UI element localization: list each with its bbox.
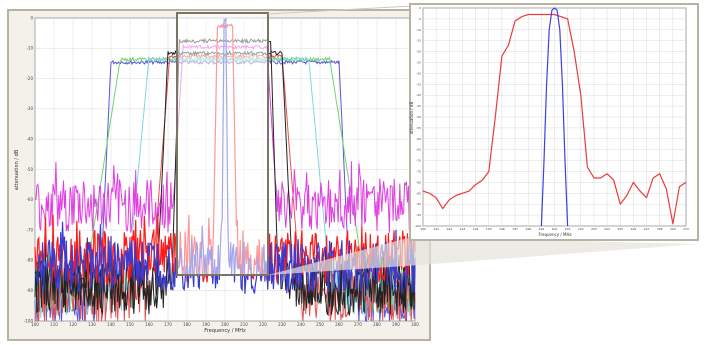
inset-x-tick-label: 194 [473, 227, 479, 231]
main-y-tick-label: -90 [26, 288, 33, 293]
inset-y-axis-label: attenuation / dB [409, 102, 414, 135]
main-y-tick-label: 0 [30, 15, 33, 20]
inset-x-tick-label: 191 [433, 227, 439, 231]
inset-x-tick-label: 190 [420, 227, 426, 231]
main-y-tick-label: -80 [26, 258, 33, 263]
main-x-tick-label: 290 [392, 322, 400, 327]
inset-y-tick-label: -30 [416, 71, 421, 75]
main-y-tick-label: -100 [24, 318, 34, 323]
inset-y-tick-label: -35 [416, 82, 421, 86]
main-y-tick-label: -50 [26, 167, 33, 172]
main-y-tick-label: -40 [26, 137, 33, 142]
inset-x-tick-label: 207 [644, 227, 650, 231]
inset-y-tick-label: -15 [416, 39, 421, 43]
inset-y-tick-label: -85 [416, 191, 421, 195]
inset-y-tick-label: -100 [414, 224, 421, 228]
main-y-tick-label: -10 [26, 46, 33, 51]
main-y-tick-label: -30 [26, 106, 33, 111]
inset-y-tick-label: -45 [416, 104, 421, 108]
inset-y-tick-label: -25 [416, 61, 421, 65]
inset-x-tick-label: 210 [683, 227, 689, 231]
main-x-tick-label: 140 [107, 322, 115, 327]
main-x-tick-label: 200 [221, 322, 229, 327]
inset-x-tick-labels: 190 191 192 193 194 195 196 197 198 199 200 201 202 2… [420, 227, 689, 231]
main-x-tick-label: 110 [50, 322, 58, 327]
inset-x-tick-label: 209 [670, 227, 676, 231]
inset-x-tick-label: 196 [499, 227, 505, 231]
inset-x-tick-label: 205 [617, 227, 623, 231]
main-y-tick-labels: 0 -10 -20 -30 -40 -50 -60 -70 -80 -90 -100 [24, 15, 34, 323]
inset-y-tick-label: -65 [416, 148, 421, 152]
main-x-tick-label: 170 [164, 322, 172, 327]
main-y-tick-label: -20 [26, 76, 33, 81]
inset-x-tick-label: 198 [525, 227, 531, 231]
inset-y-tick-label: -55 [416, 126, 421, 130]
main-x-tick-label: 260 [335, 322, 343, 327]
inset-y-tick-labels: 0 -5 -10 -15 -20 -25 -30 -35 -40 -45 -50 -55 -60 -65 -… [414, 6, 421, 228]
inset-y-tick-label: -50 [416, 115, 421, 119]
main-x-tick-label: 220 [259, 322, 267, 327]
main-x-tick-label: 240 [297, 322, 305, 327]
inset-x-tick-label: 200 [552, 227, 558, 231]
inset-y-tick-label: -90 [416, 202, 421, 206]
zoom-window [176, 12, 269, 276]
main-x-tick-label: 150 [126, 322, 134, 327]
inset-x-tick-label: 197 [512, 227, 518, 231]
main-y-axis-label: attenuation / dB [14, 149, 20, 190]
inset-y-tick-label: -95 [416, 213, 421, 217]
main-x-tick-label: 300 [411, 322, 419, 327]
inset-x-tick-label: 199 [538, 227, 544, 231]
inset-y-tick-label: -40 [416, 93, 421, 97]
main-x-tick-label: 160 [145, 322, 153, 327]
inset-x-tick-label: 193 [460, 227, 466, 231]
inset-series-line-0 [422, 13, 687, 225]
inset-y-tick-label: -75 [416, 170, 421, 174]
main-x-tick-label: 120 [69, 322, 77, 327]
main-y-tick-label: -70 [26, 227, 33, 232]
zoom-connector-shade [268, 237, 698, 275]
inset-y-tick-label: -20 [416, 50, 421, 54]
main-y-tick-label: -60 [26, 197, 33, 202]
inset-x-tick-label: 195 [486, 227, 492, 231]
inset-y-tick-label: -80 [416, 180, 421, 184]
main-x-tick-label: 130 [88, 322, 96, 327]
main-x-tick-labels: 100 110 120 130 140 150 160 170 180 190 200 210 220 2… [31, 322, 419, 327]
main-x-axis-label: Frequency / MHz [204, 328, 246, 334]
main-x-tick-label: 250 [316, 322, 324, 327]
inset-x-axis-label: Frequency / MHz [538, 232, 571, 237]
inset-y-tick-label: -70 [416, 159, 421, 163]
inset-y-tick-label: -60 [416, 137, 421, 141]
inset-y-tick-label: 0 [419, 6, 421, 10]
inset-y-tick-label: -10 [416, 28, 421, 32]
inset-series-line-1 [540, 7, 569, 227]
inset-x-tick-label: 208 [657, 227, 663, 231]
main-x-tick-label: 270 [354, 322, 362, 327]
inset-x-tick-label: 203 [591, 227, 597, 231]
main-x-tick-label: 190 [202, 322, 210, 327]
main-x-tick-label: 210 [240, 322, 248, 327]
inset-x-tick-label: 192 [446, 227, 452, 231]
inset-x-tick-label: 204 [604, 227, 610, 231]
inset-x-tick-label: 206 [631, 227, 637, 231]
main-x-tick-label: 180 [183, 322, 191, 327]
inset-series-group [422, 7, 687, 227]
main-x-tick-label: 230 [278, 322, 286, 327]
inset-x-tick-label: 202 [578, 227, 584, 231]
zoom-connector-top [267, 5, 413, 15]
inset-x-tick-label: 201 [565, 227, 571, 231]
main-x-tick-label: 100 [31, 322, 39, 327]
main-x-tick-label: 280 [373, 322, 381, 327]
inset-y-tick-label: -5 [418, 17, 421, 21]
